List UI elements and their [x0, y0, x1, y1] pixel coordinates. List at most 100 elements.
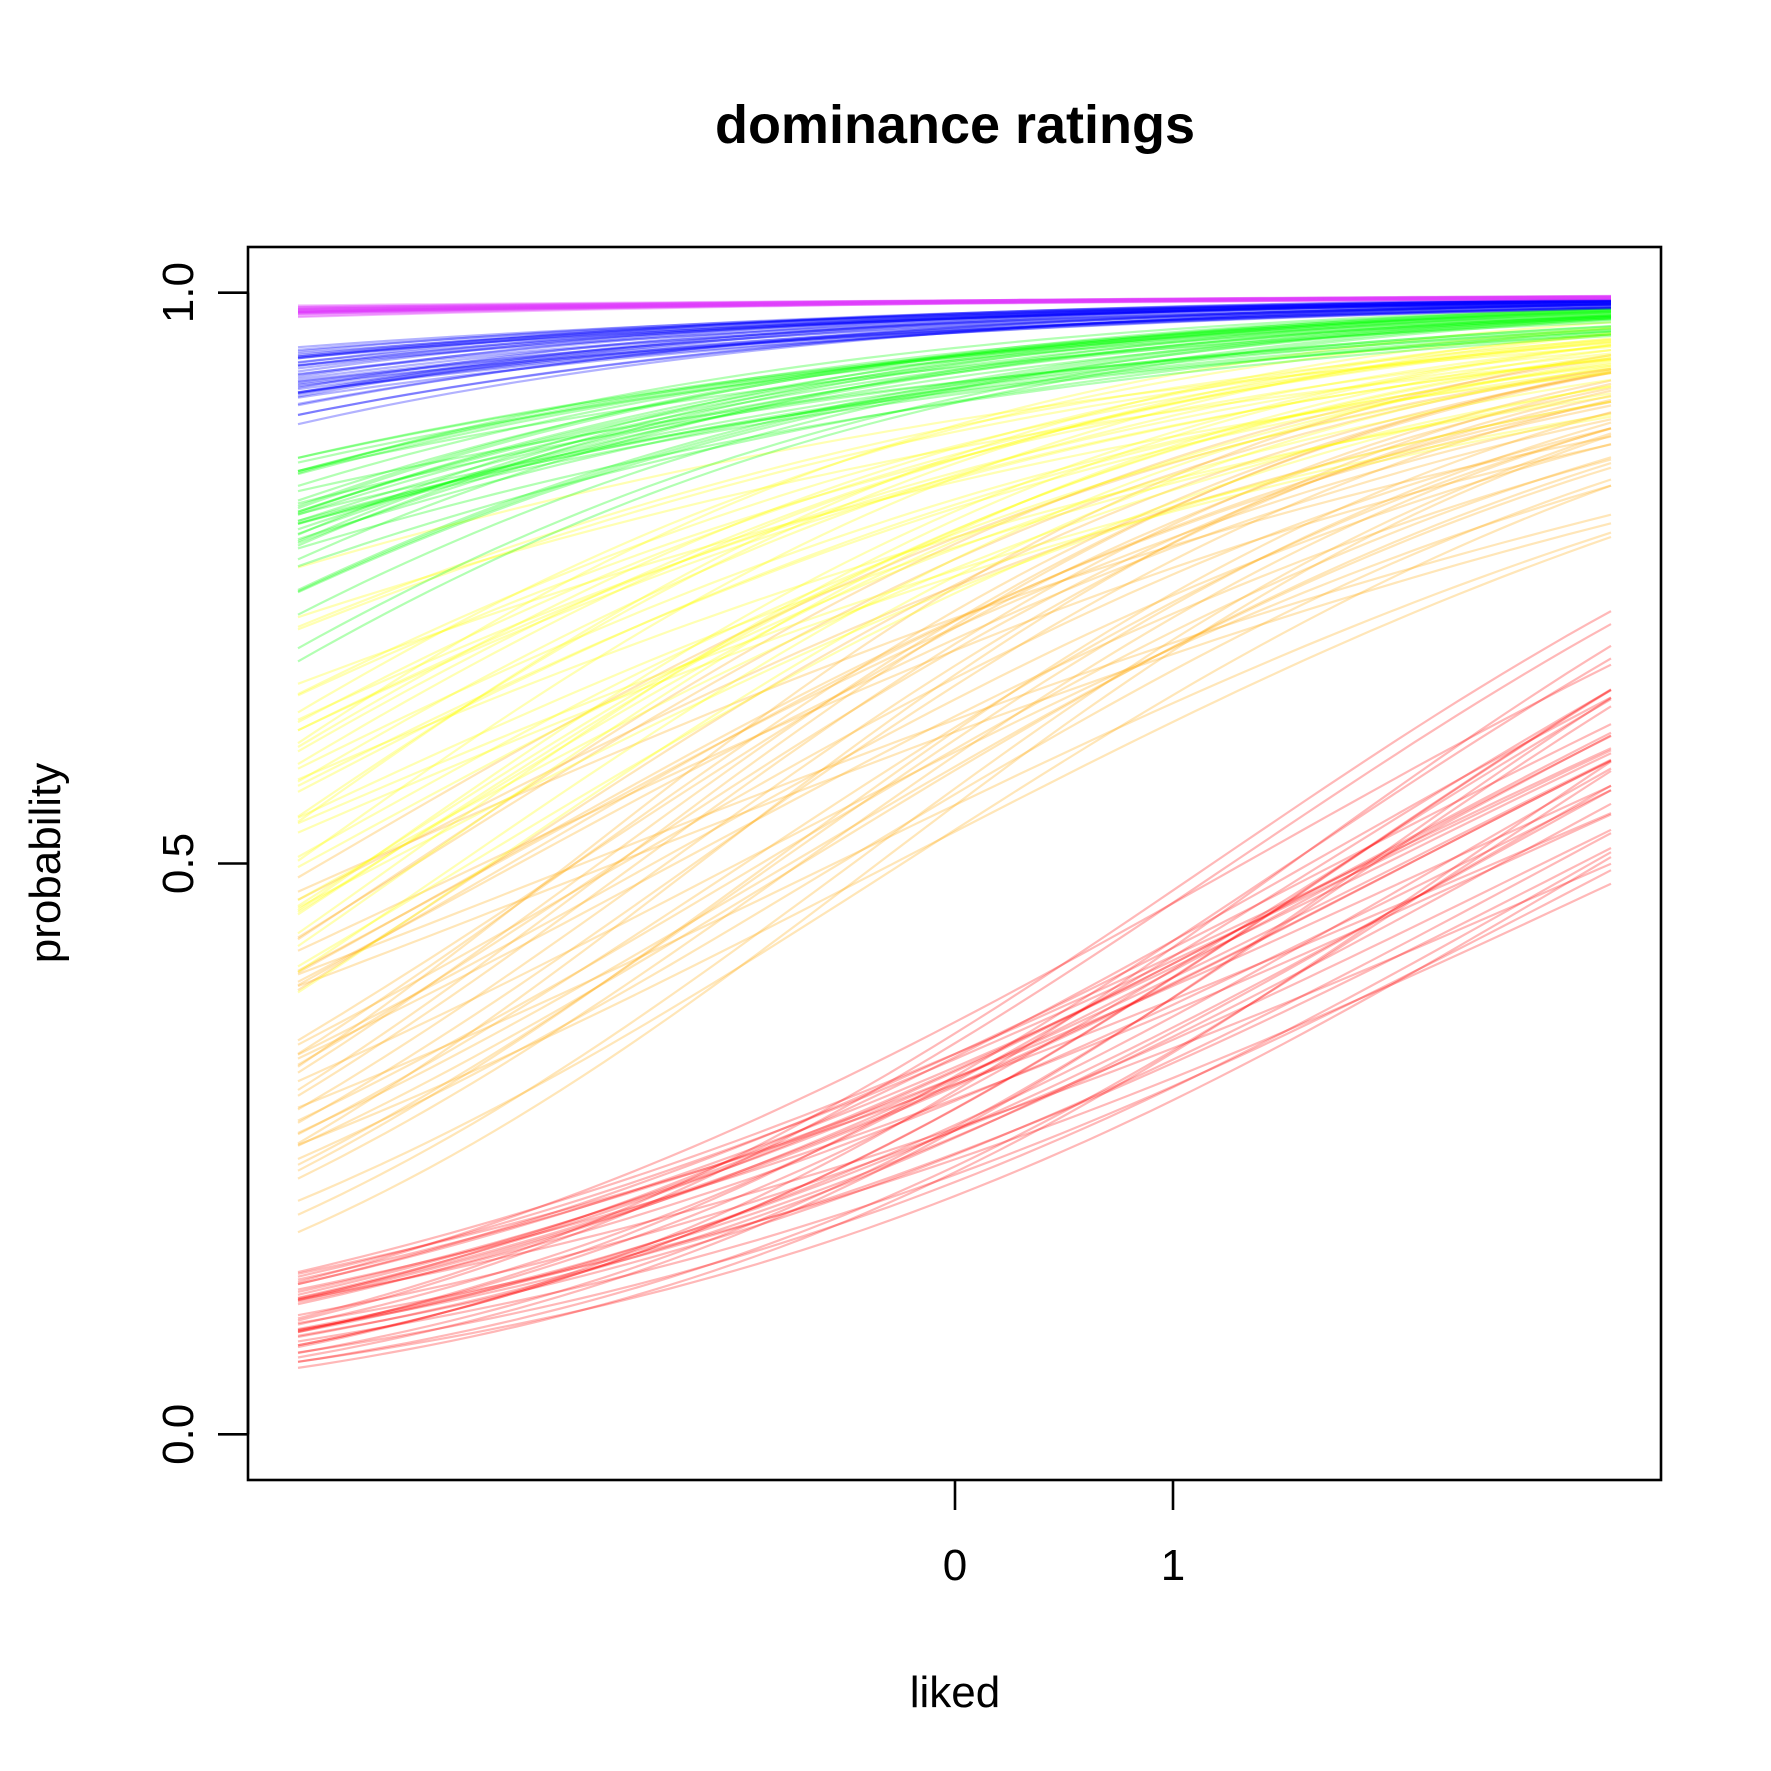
series-3-curve	[297, 308, 1612, 543]
series-1-curve	[297, 412, 1612, 972]
series-0-curve	[297, 832, 1612, 1337]
series-1-curve	[297, 371, 1612, 1055]
series-2-curve	[297, 378, 1612, 869]
series-5-curve	[297, 295, 1612, 311]
series-3-curve	[297, 314, 1612, 545]
series-3-curve	[297, 333, 1612, 516]
series-1-curve	[297, 400, 1612, 987]
series-1-curve	[297, 456, 1612, 1122]
series-4-curve	[297, 301, 1612, 359]
series-0-curve	[297, 784, 1612, 1338]
series-1-curve	[297, 418, 1612, 983]
series-4-curve	[297, 298, 1612, 358]
series-1-curve	[297, 369, 1612, 1091]
series-3-curve	[297, 333, 1612, 525]
series-2-curve	[297, 400, 1612, 909]
series-0-curve	[297, 760, 1612, 1369]
series-3-curve	[297, 317, 1612, 464]
series-2-curve	[297, 367, 1612, 787]
series-3-curve	[297, 318, 1612, 663]
series-0-curve	[297, 749, 1612, 1278]
series-5-curve	[297, 297, 1612, 309]
series-5-curve	[297, 295, 1612, 314]
series-1-curve	[297, 427, 1612, 1180]
series-3-curve	[297, 308, 1612, 510]
y-tick-label: 1.0	[154, 262, 203, 323]
series-0-curve	[297, 847, 1612, 1331]
series-1-curve	[297, 382, 1612, 1145]
series-3-curve	[297, 310, 1612, 515]
series-0-curve	[297, 770, 1612, 1363]
series-5-curve	[297, 295, 1611, 309]
series-1-curve	[297, 367, 1612, 939]
series-4-curve	[297, 301, 1612, 407]
series-3-curve	[297, 317, 1612, 594]
series-0-curve	[297, 802, 1612, 1332]
series-2-curve	[297, 331, 1612, 818]
series-1-curve	[297, 411, 1612, 1172]
series-2-curve	[297, 333, 1612, 748]
series-4-curve	[297, 301, 1612, 358]
x-tick-label: 0	[943, 1541, 967, 1590]
series-2-curve	[297, 357, 1612, 732]
curves-group	[297, 294, 1612, 1369]
series-2-curve	[297, 413, 1612, 825]
series-3-curve	[297, 327, 1612, 505]
series-4-curve	[297, 307, 1612, 394]
series-2-curve	[297, 333, 1612, 862]
series-3-curve	[297, 310, 1612, 487]
series-3-curve	[297, 321, 1612, 473]
series-1-curve	[297, 371, 1612, 1074]
series-0-curve	[297, 862, 1612, 1301]
series-4-curve	[297, 298, 1612, 378]
series-4-curve	[297, 303, 1612, 385]
series-0-curve	[297, 759, 1612, 1302]
series-0-curve	[297, 784, 1612, 1281]
series-3-curve	[297, 315, 1612, 616]
series-5-curve	[297, 295, 1612, 318]
series-0-curve	[297, 869, 1612, 1343]
series-1-curve	[297, 427, 1612, 1136]
series-1-curve	[297, 484, 1612, 1083]
series-0-curve	[297, 696, 1612, 1359]
series-4-curve	[297, 298, 1612, 357]
series-5-curve	[297, 295, 1612, 313]
series-2-curve	[297, 355, 1612, 908]
series-0-curve	[297, 851, 1612, 1354]
series-3-curve	[297, 311, 1612, 473]
series-5-curve	[297, 298, 1612, 313]
series-5-curve	[297, 296, 1612, 308]
series-1-curve	[297, 421, 1612, 1166]
series-5-curve	[297, 296, 1612, 313]
series-4-curve	[297, 300, 1612, 351]
series-0-curve	[297, 689, 1612, 1326]
series-3-curve	[297, 325, 1612, 525]
series-1-curve	[297, 389, 1612, 1111]
series-1-curve	[297, 357, 1612, 941]
series-3-curve	[297, 316, 1612, 593]
series-4-curve	[297, 298, 1612, 389]
series-2-curve	[297, 385, 1612, 901]
series-4-curve	[297, 306, 1612, 388]
series-3-curve	[297, 334, 1612, 550]
series-3-curve	[297, 307, 1612, 536]
series-2-curve	[297, 321, 1612, 745]
series-4-curve	[297, 298, 1612, 367]
series-1-curve	[297, 522, 1612, 988]
series-1-curve	[297, 427, 1612, 1046]
series-0-curve	[297, 789, 1612, 1331]
series-0-curve	[297, 747, 1612, 1274]
series-3-curve	[297, 314, 1612, 513]
series-2-curve	[297, 344, 1612, 783]
series-1-curve	[297, 398, 1612, 1124]
series-4-curve	[297, 298, 1612, 360]
series-1-curve	[297, 379, 1612, 1097]
series-5-curve	[297, 295, 1612, 315]
series-3-curve	[297, 310, 1612, 473]
series-3-curve	[297, 330, 1612, 568]
series-4-curve	[297, 299, 1612, 360]
series-0-curve	[297, 856, 1612, 1363]
series-1-curve	[297, 394, 1612, 1066]
